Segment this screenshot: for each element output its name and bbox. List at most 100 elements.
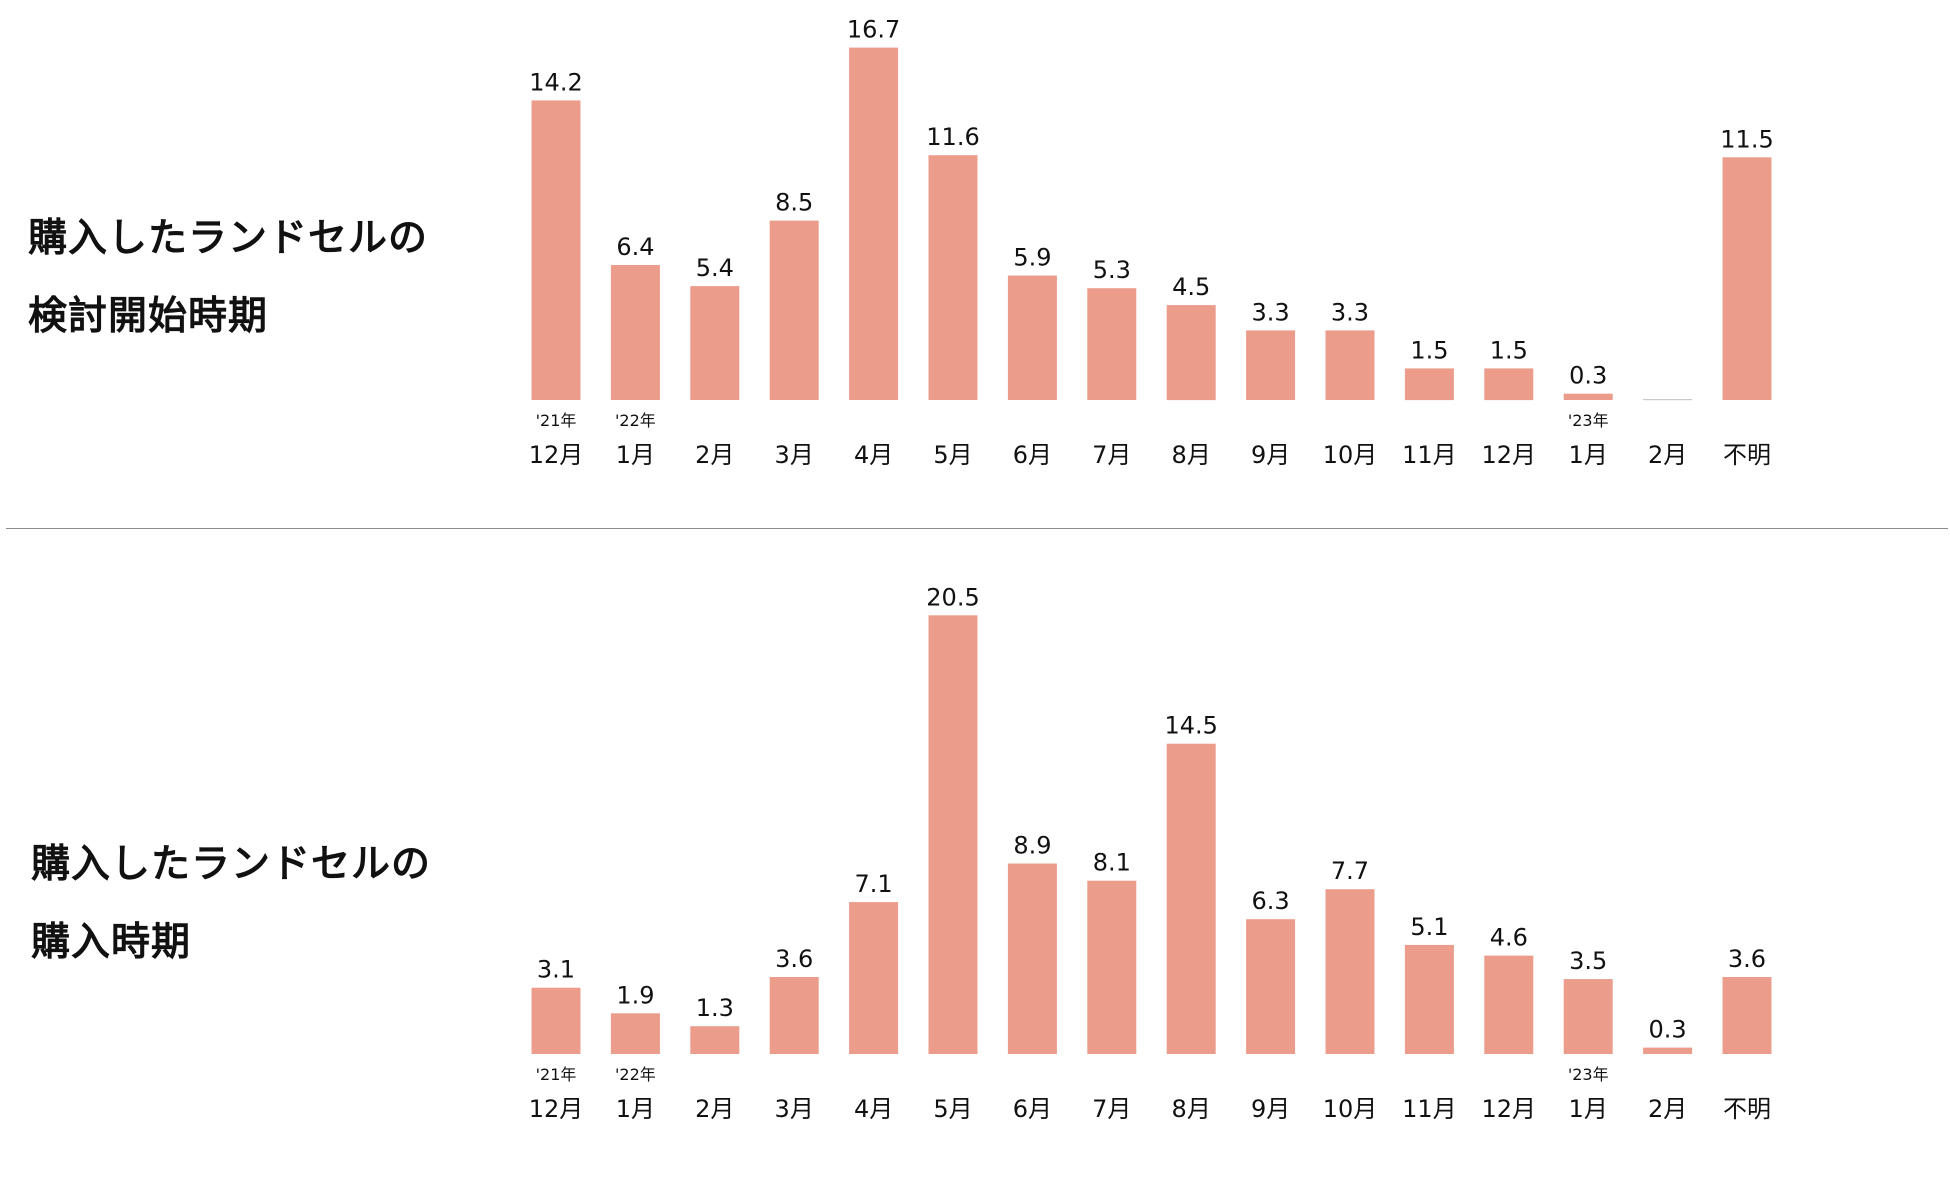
- bar: [690, 286, 740, 400]
- chart-title-line: 購入時期: [31, 920, 192, 965]
- year-tick-label: '23年: [1568, 1065, 1609, 1084]
- x-tick-label: 1月: [1569, 441, 1608, 469]
- x-tick-label: 不明: [1723, 441, 1771, 469]
- bar: [531, 100, 581, 401]
- x-tick-label: 2月: [1648, 1095, 1687, 1123]
- x-tick-label: 11月: [1402, 441, 1457, 469]
- bar: [1007, 863, 1057, 1054]
- bar: [610, 1013, 660, 1054]
- bar: [1246, 330, 1296, 400]
- purchase-timing-bar-chart: 3.1 '21年 12月 1.9 '22年 1月 1.3 2月 3.6 3月 7.1 4月 20.5 5月…: [529, 583, 1772, 1123]
- bar: [1087, 880, 1137, 1054]
- x-tick-label: 9月: [1251, 441, 1290, 469]
- data-label: 16.7: [847, 16, 900, 44]
- year-tick-label: '22年: [615, 1065, 656, 1084]
- x-tick-label: 8月: [1172, 1095, 1211, 1123]
- x-tick-label: 7月: [1092, 1095, 1131, 1123]
- bar: [1722, 157, 1772, 400]
- bar: [610, 265, 660, 400]
- bar: [1007, 275, 1057, 400]
- data-label: 5.1: [1410, 913, 1448, 941]
- x-tick-label: 5月: [933, 441, 972, 469]
- x-tick-label: 4月: [854, 1095, 893, 1123]
- x-tick-label: 12月: [1482, 1095, 1537, 1123]
- x-tick-label: 1月: [616, 441, 655, 469]
- data-label: 1.3: [696, 994, 734, 1022]
- chart-title-consideration: 購入したランドセルの 検討開始時期: [28, 200, 468, 356]
- data-label: 14.5: [1164, 712, 1217, 740]
- year-tick-label: '21年: [536, 411, 577, 430]
- x-tick-label: 8月: [1172, 441, 1211, 469]
- bar: [531, 987, 581, 1054]
- bar: [1166, 305, 1216, 401]
- chart-title-line: 購入したランドセルの: [31, 842, 432, 887]
- data-label: 3.6: [775, 945, 813, 973]
- year-tick-label: '21年: [536, 1065, 577, 1084]
- data-label: 0.3: [1569, 362, 1607, 390]
- x-tick-label: 4月: [854, 441, 893, 469]
- bar: [1404, 368, 1454, 401]
- data-label: 8.5: [775, 189, 813, 217]
- data-label: 6.3: [1252, 887, 1290, 915]
- chart-title-purchase: 購入したランドセルの 購入時期: [31, 826, 471, 982]
- data-label: 3.1: [537, 956, 575, 984]
- x-tick-label: 2月: [1648, 441, 1687, 469]
- bar: [1325, 330, 1375, 400]
- data-label: 3.3: [1331, 298, 1369, 326]
- data-label: 8.1: [1093, 849, 1131, 877]
- data-label: 5.4: [696, 254, 734, 282]
- bar: [1404, 944, 1454, 1054]
- bar: [1087, 288, 1137, 400]
- x-tick-label: 10月: [1323, 1095, 1378, 1123]
- x-tick-label: 不明: [1723, 1095, 1771, 1123]
- data-label: 3.3: [1252, 298, 1290, 326]
- x-tick-label: 6月: [1013, 441, 1052, 469]
- data-label: 1.5: [1410, 336, 1448, 364]
- data-label: 7.1: [855, 870, 893, 898]
- bar: [1563, 979, 1613, 1054]
- x-tick-label: 5月: [933, 1095, 972, 1123]
- x-tick-label: 12月: [1482, 441, 1537, 469]
- x-tick-label: 3月: [775, 1095, 814, 1123]
- x-tick-label: 2月: [695, 441, 734, 469]
- bar: [769, 220, 819, 400]
- bar: [1325, 889, 1375, 1054]
- bar: [928, 155, 978, 400]
- consideration-start-bar-chart: 14.2 '21年 12月 6.4 '22年 1月 5.4 2月 8.5 3月 16.7 4月 11.6…: [529, 16, 1774, 469]
- bar: [769, 977, 819, 1054]
- data-label: 5.3: [1093, 256, 1131, 284]
- chart-title-line: 購入したランドセルの: [28, 216, 429, 261]
- x-tick-label: 1月: [1569, 1095, 1608, 1123]
- data-label: 3.6: [1728, 945, 1766, 973]
- bar: [1484, 368, 1534, 401]
- data-label: 0.3: [1649, 1016, 1687, 1044]
- bar: [849, 902, 899, 1054]
- bar: [690, 1026, 740, 1054]
- x-tick-label: 2月: [695, 1095, 734, 1123]
- data-label: 3.5: [1569, 947, 1607, 975]
- chart-title-line: 検討開始時期: [28, 294, 269, 339]
- x-tick-label: 12月: [529, 441, 584, 469]
- data-label: 11.5: [1720, 125, 1773, 153]
- data-label: 1.5: [1490, 336, 1528, 364]
- x-tick-label: 12月: [529, 1095, 584, 1123]
- data-label: 20.5: [926, 583, 979, 611]
- year-tick-label: '22年: [615, 411, 656, 430]
- data-label: 4.6: [1490, 924, 1528, 952]
- x-tick-label: 9月: [1251, 1095, 1290, 1123]
- x-tick-label: 3月: [775, 441, 814, 469]
- x-tick-label: 6月: [1013, 1095, 1052, 1123]
- section-divider: [6, 528, 1948, 529]
- data-label: 14.2: [529, 68, 582, 96]
- x-tick-label: 7月: [1092, 441, 1131, 469]
- bar: [1643, 399, 1693, 401]
- x-tick-label: 10月: [1323, 441, 1378, 469]
- x-tick-label: 1月: [616, 1095, 655, 1123]
- data-label: 4.5: [1172, 273, 1210, 301]
- bar: [1166, 743, 1216, 1054]
- x-tick-label: 11月: [1402, 1095, 1457, 1123]
- data-label: 5.9: [1013, 244, 1051, 272]
- bar: [1643, 1047, 1693, 1054]
- bar: [1484, 955, 1534, 1054]
- bar: [1563, 393, 1613, 400]
